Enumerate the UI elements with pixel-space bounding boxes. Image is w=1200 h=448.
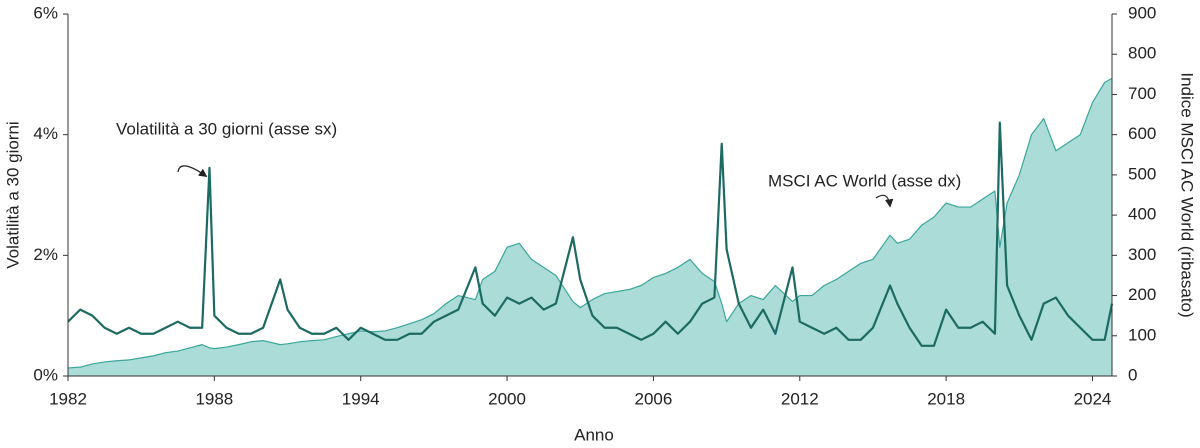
y2-tick-label: 500 [1128, 164, 1156, 183]
x-tick-label: 2012 [781, 389, 819, 408]
y-tick-label: 0% [33, 365, 58, 384]
x-tick-label: 1994 [342, 389, 380, 408]
y2-tick-label: 100 [1128, 325, 1156, 344]
annotation: Volatilità a 30 giorni (asse sx) [116, 119, 337, 138]
annotation: MSCI AC World (asse dx) [768, 171, 961, 190]
x-axis-label: Anno [574, 425, 614, 444]
annotation-arrow [875, 194, 894, 208]
y-tick-label: 2% [33, 245, 58, 264]
y2-tick-label: 600 [1128, 124, 1156, 143]
x-tick-label: 2024 [1074, 389, 1112, 408]
y2-tick-label: 900 [1128, 3, 1156, 22]
plot-area [67, 77, 1114, 377]
y2-tick-label: 800 [1128, 44, 1156, 63]
y-axis-label: Volatilità a 30 giorni [3, 121, 22, 268]
x-tick-label: 2006 [635, 389, 673, 408]
y2-axis-label: Indice MSCI AC World (ribasato) [1178, 72, 1197, 317]
y2-tick-label: 700 [1128, 84, 1156, 103]
y-tick-label: 6% [33, 3, 58, 22]
y2-tick-label: 300 [1128, 245, 1156, 264]
x-tick-label: 1988 [195, 389, 233, 408]
y2-tick-label: 0 [1128, 365, 1137, 384]
x-tick-label: 2000 [488, 389, 526, 408]
series-line [67, 121, 1114, 347]
series-line [67, 77, 1113, 369]
annotation-arrow [177, 165, 208, 177]
y2-tick-label: 200 [1128, 285, 1156, 304]
x-tick-label: 1982 [49, 389, 87, 408]
y-tick-label: 4% [33, 124, 58, 143]
area [68, 78, 1112, 377]
y2-tick-label: 400 [1128, 205, 1156, 224]
x-tick-label: 2018 [927, 389, 965, 408]
